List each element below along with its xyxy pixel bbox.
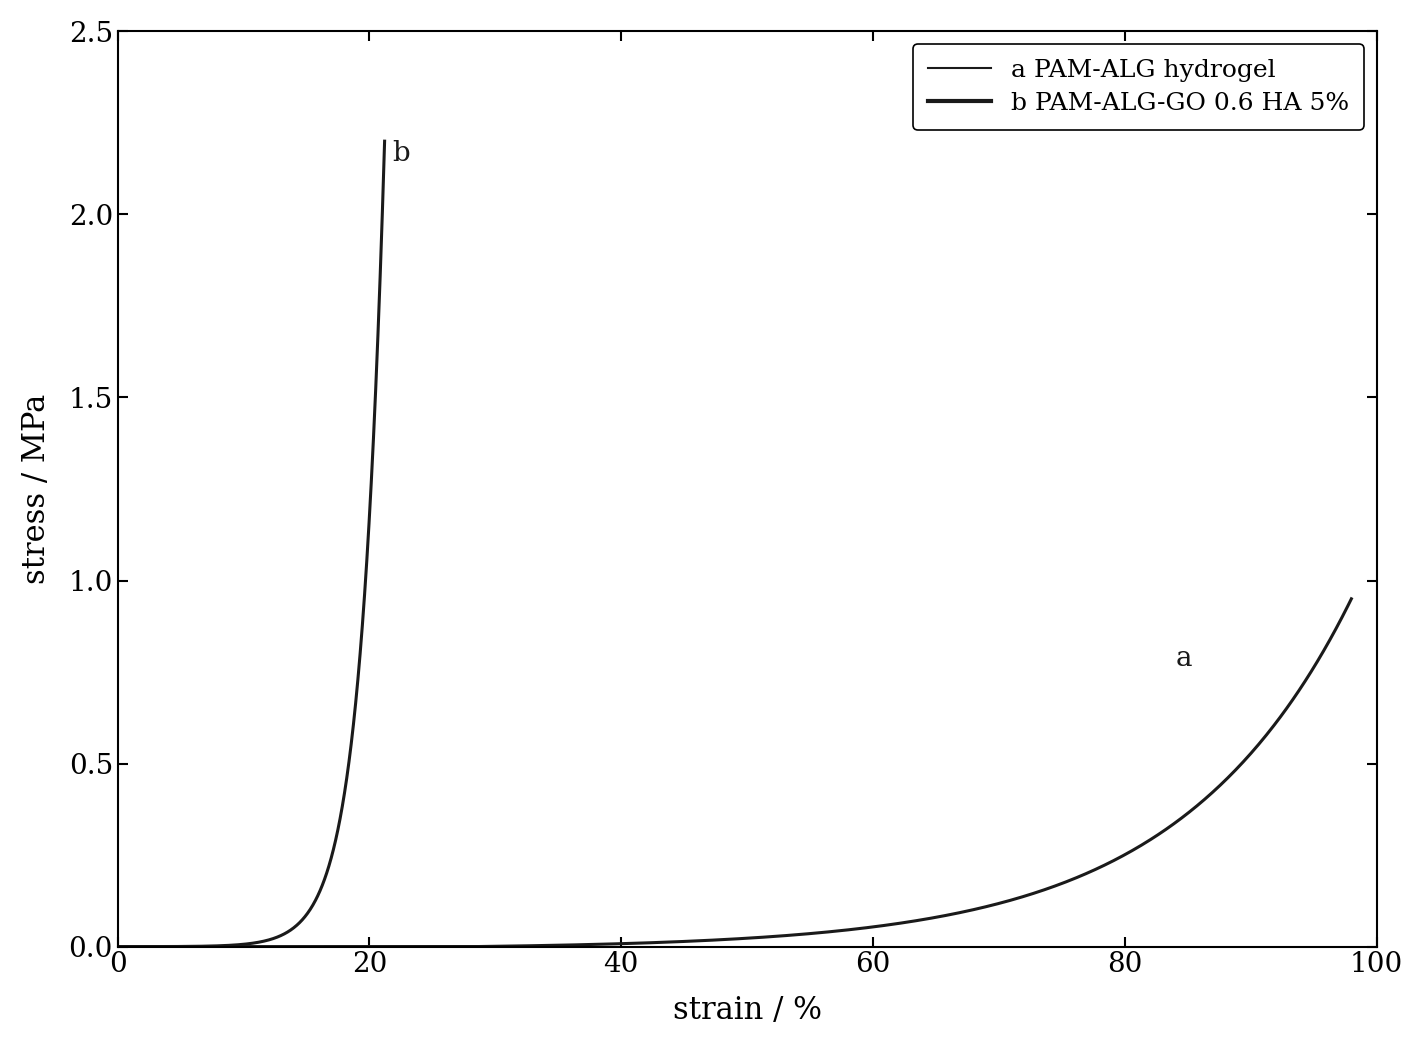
Legend: a PAM-ALG hydrogel, b PAM-ALG-GO 0.6 HA 5%: a PAM-ALG hydrogel, b PAM-ALG-GO 0.6 HA … xyxy=(913,44,1364,130)
Text: b: b xyxy=(392,140,410,166)
Text: a: a xyxy=(1175,645,1192,672)
X-axis label: strain / %: strain / % xyxy=(672,995,822,1026)
Y-axis label: stress / MPa: stress / MPa xyxy=(21,394,51,584)
